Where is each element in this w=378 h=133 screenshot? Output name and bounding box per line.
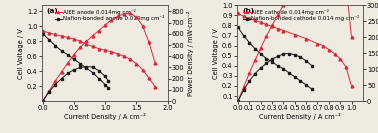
AIEE cathode 0.014mg cm⁻²: [349, 85, 354, 87]
AIEE cathode 0.014mg cm⁻²: [315, 43, 320, 44]
Text: (a): (a): [46, 8, 58, 14]
Nafion-bonded cathode 0.014 mg cm⁻²: [281, 68, 286, 70]
Nafion-bonded cathode 0.014 mg cm⁻²: [293, 76, 297, 78]
Nafion-bonded anode 0.014mg cm⁻²: [47, 39, 51, 41]
Text: (b): (b): [242, 8, 254, 14]
Nafion-bonded cathode 0.014 mg cm⁻²: [276, 65, 280, 67]
X-axis label: Current Density / A cm⁻²: Current Density / A cm⁻²: [259, 113, 341, 120]
Nafion-bonded anode 0.014mg cm⁻²: [103, 84, 107, 85]
AIEE anode 0.014mg cm⁻²: [84, 43, 89, 45]
Y-axis label: Power Density / mW·cm⁻²: Power Density / mW·cm⁻²: [187, 11, 194, 96]
Nafion-bonded cathode 0.014 mg cm⁻²: [298, 80, 303, 82]
Nafion-bonded anode 0.014mg cm⁻²: [90, 72, 95, 73]
AIEE anode 0.014mg cm⁻²: [90, 46, 95, 47]
Nafion-bonded anode 0.014mg cm⁻²: [78, 63, 82, 65]
AIEE anode 0.014mg cm⁻²: [97, 48, 101, 49]
Y-axis label: Cell Voltage / V: Cell Voltage / V: [213, 28, 219, 79]
Line: AIEE cathode 0.014mg cm⁻²: AIEE cathode 0.014mg cm⁻²: [237, 12, 353, 87]
AIEE cathode 0.014mg cm⁻²: [253, 20, 257, 21]
AIEE anode 0.014mg cm⁻²: [47, 32, 51, 34]
AIEE anode 0.014mg cm⁻²: [153, 86, 157, 88]
AIEE anode 0.014mg cm⁻²: [103, 49, 107, 51]
Nafion-bonded anode 0.014mg cm⁻²: [40, 33, 45, 35]
AIEE cathode 0.014mg cm⁻²: [242, 16, 246, 17]
Line: Nafion-bonded anode 0.014mg cm⁻²: Nafion-bonded anode 0.014mg cm⁻²: [42, 32, 110, 90]
Legend: AIEE anode 0.014mg cm⁻², Nafion-bonded anode 0.014mg cm⁻²: AIEE anode 0.014mg cm⁻², Nafion-bonded a…: [54, 8, 165, 22]
Nafion-bonded cathode 0.014 mg cm⁻²: [242, 35, 246, 36]
AIEE cathode 0.014mg cm⁻²: [321, 45, 325, 46]
Nafion-bonded anode 0.014mg cm⁻²: [106, 88, 111, 89]
AIEE anode 0.014mg cm⁻²: [40, 30, 45, 32]
Y-axis label: Cell Voltage / V: Cell Voltage / V: [18, 28, 24, 79]
AIEE anode 0.014mg cm⁻²: [115, 53, 120, 55]
AIEE cathode 0.014mg cm⁻²: [338, 58, 342, 60]
Nafion-bonded cathode 0.014 mg cm⁻²: [264, 58, 269, 60]
Legend: AIEE cathode 0.014mg cm⁻², Nafion-bonded cathode 0.014 mg cm⁻²: AIEE cathode 0.014mg cm⁻², Nafion-bonded…: [243, 8, 360, 22]
AIEE anode 0.014mg cm⁻²: [128, 58, 132, 60]
Nafion-bonded anode 0.014mg cm⁻²: [59, 50, 64, 52]
AIEE anode 0.014mg cm⁻²: [122, 55, 126, 57]
AIEE anode 0.014mg cm⁻²: [109, 51, 114, 53]
X-axis label: Current Density / A cm⁻²: Current Density / A cm⁻²: [64, 113, 146, 120]
Nafion-bonded anode 0.014mg cm⁻²: [65, 54, 70, 55]
Nafion-bonded cathode 0.014 mg cm⁻²: [287, 72, 291, 74]
Line: Nafion-bonded cathode 0.014 mg cm⁻²: Nafion-bonded cathode 0.014 mg cm⁻²: [237, 26, 313, 90]
AIEE cathode 0.014mg cm⁻²: [247, 18, 252, 19]
Nafion-bonded cathode 0.014 mg cm⁻²: [253, 48, 257, 49]
Line: AIEE anode 0.014mg cm⁻²: AIEE anode 0.014mg cm⁻²: [42, 29, 156, 88]
AIEE cathode 0.014mg cm⁻²: [304, 38, 308, 39]
AIEE anode 0.014mg cm⁻²: [140, 69, 145, 70]
Nafion-bonded anode 0.014mg cm⁻²: [53, 45, 57, 47]
AIEE cathode 0.014mg cm⁻²: [281, 30, 286, 31]
AIEE cathode 0.014mg cm⁻²: [344, 66, 348, 68]
AIEE cathode 0.014mg cm⁻²: [270, 26, 274, 27]
AIEE cathode 0.014mg cm⁻²: [276, 28, 280, 29]
Nafion-bonded cathode 0.014 mg cm⁻²: [304, 84, 308, 86]
AIEE cathode 0.014mg cm⁻²: [259, 22, 263, 23]
AIEE anode 0.014mg cm⁻²: [72, 38, 76, 40]
AIEE anode 0.014mg cm⁻²: [53, 34, 57, 35]
AIEE anode 0.014mg cm⁻²: [134, 63, 139, 65]
Nafion-bonded cathode 0.014 mg cm⁻²: [236, 27, 240, 28]
Nafion-bonded cathode 0.014 mg cm⁻²: [247, 42, 252, 43]
AIEE cathode 0.014mg cm⁻²: [264, 24, 269, 25]
AIEE cathode 0.014mg cm⁻²: [236, 13, 240, 14]
Nafion-bonded cathode 0.014 mg cm⁻²: [310, 88, 314, 90]
AIEE anode 0.014mg cm⁻²: [65, 37, 70, 38]
AIEE cathode 0.014mg cm⁻²: [327, 49, 331, 50]
AIEE anode 0.014mg cm⁻²: [78, 40, 82, 42]
Nafion-bonded cathode 0.014 mg cm⁻²: [270, 61, 274, 63]
Nafion-bonded cathode 0.014 mg cm⁻²: [259, 53, 263, 55]
Nafion-bonded anode 0.014mg cm⁻²: [84, 67, 89, 69]
AIEE anode 0.014mg cm⁻²: [147, 77, 151, 79]
AIEE anode 0.014mg cm⁻²: [59, 35, 64, 37]
Nafion-bonded anode 0.014mg cm⁻²: [72, 58, 76, 60]
Nafion-bonded anode 0.014mg cm⁻²: [97, 78, 101, 79]
AIEE cathode 0.014mg cm⁻²: [332, 53, 337, 55]
AIEE cathode 0.014mg cm⁻²: [293, 34, 297, 35]
